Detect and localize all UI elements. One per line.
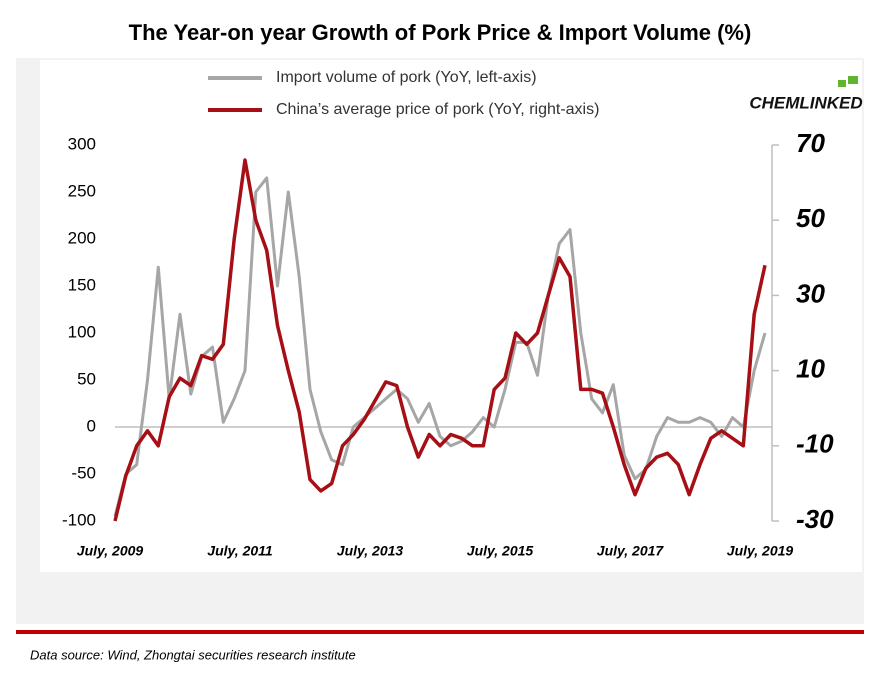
y2-tick-label: -30 (796, 504, 834, 534)
y-tick-label: 150 (68, 275, 96, 294)
legend-label: China’s average price of pork (YoY, righ… (276, 101, 599, 118)
source-note: Data source: Wind, Zhongtai securities r… (30, 647, 356, 662)
chart-title: The Year-on year Growth of Pork Price & … (129, 20, 752, 45)
x-tick-label: July, 2017 (597, 543, 665, 559)
y-tick-label: -50 (71, 463, 96, 482)
y-tick-label: 0 (87, 416, 96, 435)
x-tick-label: July, 2019 (727, 543, 794, 559)
x-tick-label: July, 2013 (337, 543, 404, 559)
y2-tick-label: 10 (796, 353, 825, 383)
x-tick-label: July, 2009 (77, 543, 144, 559)
logo-icon (838, 80, 846, 87)
y-tick-label: 100 (68, 322, 96, 341)
y2-tick-label: 70 (796, 128, 825, 158)
logo-icon (848, 76, 858, 84)
y-tick-label: 300 (68, 134, 96, 153)
y2-tick-label: 50 (796, 203, 825, 233)
plot-area (40, 60, 862, 572)
x-tick-label: July, 2015 (467, 543, 534, 559)
logo: CHEMLINKED (749, 93, 862, 112)
y-tick-label: 50 (77, 369, 96, 388)
y2-tick-label: 30 (796, 278, 825, 308)
series-line (113, 176, 767, 517)
series-line (113, 158, 767, 522)
y2-tick-label: -10 (796, 429, 834, 459)
y-tick-label: 200 (68, 228, 96, 247)
x-tick-label: July, 2011 (207, 543, 273, 559)
y-tick-label: 250 (68, 181, 96, 200)
legend-label: Import volume of pork (YoY, left-axis) (276, 69, 537, 86)
y-tick-label: -100 (62, 510, 96, 529)
